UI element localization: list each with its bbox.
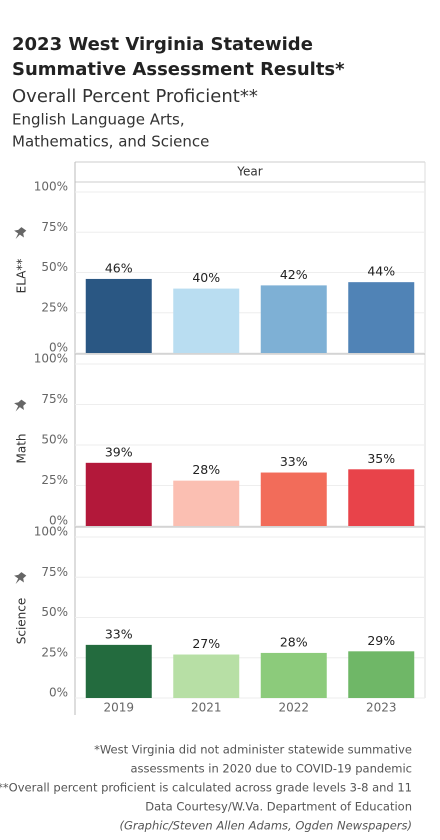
footnote: *West Virginia did not administer statew… (94, 743, 412, 757)
bar (348, 282, 415, 353)
y-tick-label: 75% (41, 565, 68, 579)
pin-icon (14, 227, 27, 239)
title: 2023 West Virginia Statewide (12, 34, 313, 55)
description: English Language Arts, (12, 111, 185, 129)
x-tick-label: 2022 (278, 701, 309, 715)
title: Summative Assessment Results* (12, 59, 345, 80)
value-label: 46% (105, 260, 133, 275)
value-label: 27% (192, 636, 220, 651)
x-axis-title: Year (236, 165, 262, 179)
value-label: 28% (280, 634, 308, 649)
bar (173, 288, 240, 353)
y-tick-label: 75% (41, 392, 68, 406)
value-label: 33% (105, 626, 133, 641)
bar (173, 654, 240, 698)
value-label: 35% (367, 451, 395, 466)
y-tick-label: 0% (49, 514, 68, 528)
bar (260, 285, 327, 353)
row-label: Science (15, 598, 29, 645)
y-tick-label: 50% (41, 605, 68, 619)
bar (173, 480, 240, 526)
y-tick-label: 50% (41, 260, 68, 274)
bar (85, 278, 152, 353)
description: Mathematics, and Science (12, 133, 209, 151)
footnote: Data Courtesy/W.Va. Department of Educat… (145, 800, 412, 814)
y-tick-label: 0% (49, 341, 68, 355)
bar (348, 469, 415, 526)
pin-icon (14, 399, 27, 412)
x-tick-label: 2021 (191, 701, 222, 715)
footnote: assessments in 2020 due to COVID-19 pand… (130, 762, 412, 776)
value-label: 29% (367, 633, 395, 648)
y-tick-label: 25% (41, 300, 68, 314)
y-tick-label: 100% (34, 352, 68, 366)
value-label: 44% (367, 264, 395, 279)
bar (348, 651, 415, 698)
subtitle: Overall Percent Proficient** (12, 86, 258, 107)
y-tick-label: 100% (34, 180, 68, 194)
y-tick-label: 25% (41, 645, 68, 659)
y-tick-label: 0% (49, 686, 68, 700)
footnote: **Overall percent proficient is calculat… (0, 781, 412, 795)
y-tick-label: 50% (41, 433, 68, 447)
x-tick-label: 2019 (103, 701, 134, 715)
row-label: ELA** (15, 259, 29, 294)
pin-icon (14, 572, 27, 584)
x-tick-label: 2023 (366, 701, 397, 715)
value-label: 40% (192, 270, 220, 285)
value-label: 33% (280, 454, 308, 469)
bar (85, 462, 152, 526)
row-label: Math (15, 433, 29, 463)
y-tick-label: 100% (34, 525, 68, 539)
bar (260, 652, 327, 698)
value-label: 28% (192, 462, 220, 477)
value-label: 39% (105, 444, 133, 459)
y-tick-label: 75% (41, 220, 68, 234)
bar (260, 472, 327, 526)
value-label: 42% (280, 267, 308, 282)
bar (85, 644, 152, 698)
y-tick-label: 25% (41, 473, 68, 487)
footnote: (Graphic/Steven Allen Adams, Ogden Newsp… (119, 819, 412, 833)
